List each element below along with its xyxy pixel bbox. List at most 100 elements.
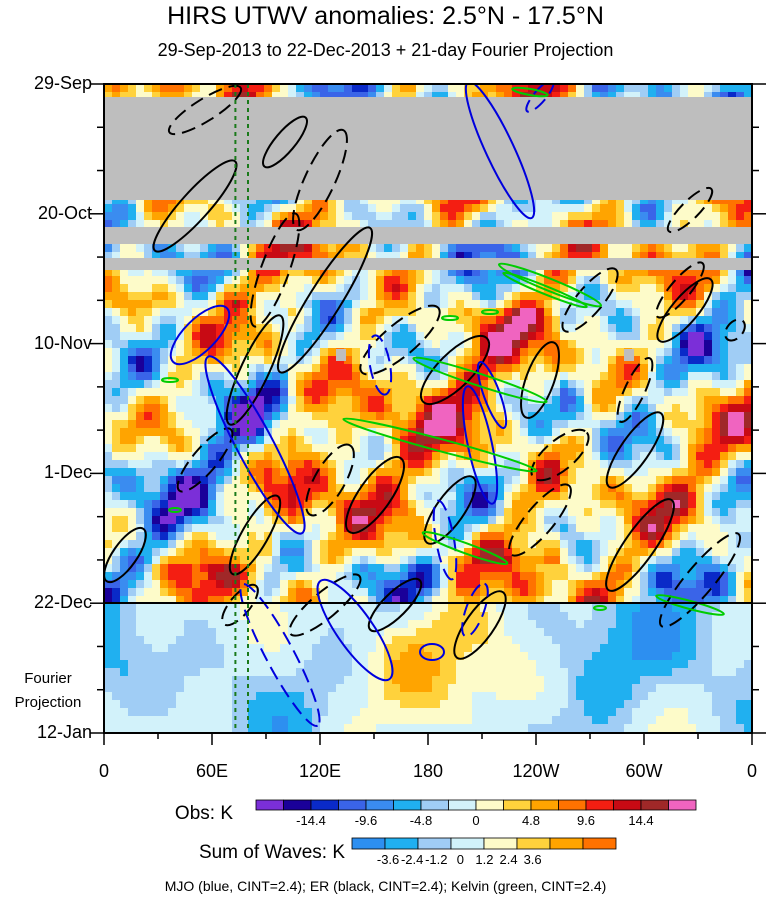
field-cell bbox=[640, 428, 649, 437]
field-cell bbox=[352, 92, 361, 101]
field-cell bbox=[392, 436, 401, 445]
field-cell bbox=[512, 508, 521, 517]
field-cell bbox=[432, 196, 441, 205]
field-cell bbox=[544, 348, 553, 357]
field-cell bbox=[192, 268, 201, 277]
field-cell bbox=[592, 316, 601, 325]
field-cell bbox=[296, 492, 305, 501]
field-cell bbox=[296, 540, 305, 549]
field-cell bbox=[280, 300, 289, 309]
field-cell bbox=[592, 292, 601, 301]
field-cell bbox=[448, 508, 457, 517]
field-cell bbox=[744, 404, 752, 413]
field-cell bbox=[488, 476, 497, 485]
field-cell bbox=[728, 316, 737, 325]
field-cell bbox=[672, 204, 681, 213]
field-cell bbox=[592, 364, 601, 373]
field-cell bbox=[176, 300, 185, 309]
field-cell bbox=[624, 284, 633, 293]
field-cell bbox=[400, 572, 409, 581]
field-cell bbox=[400, 404, 409, 413]
field-cell bbox=[400, 508, 409, 517]
field-cell bbox=[744, 292, 752, 301]
field-cell bbox=[352, 548, 361, 557]
field-cell bbox=[176, 276, 185, 285]
field-cell bbox=[240, 364, 249, 373]
field-cell bbox=[272, 532, 281, 541]
field-cell bbox=[176, 460, 185, 469]
field-cell bbox=[720, 268, 729, 277]
field-cell bbox=[448, 476, 457, 485]
field-cell bbox=[560, 348, 569, 357]
field-cell bbox=[432, 316, 441, 325]
field-cell bbox=[168, 348, 177, 357]
field-cell bbox=[176, 404, 185, 413]
field-cell bbox=[192, 364, 201, 373]
field-cell bbox=[728, 516, 737, 525]
field-cell bbox=[152, 276, 161, 285]
field-cell bbox=[528, 292, 537, 301]
field-cell bbox=[176, 212, 185, 221]
field-cell bbox=[472, 420, 481, 429]
field-cell bbox=[128, 308, 137, 317]
field-cell bbox=[568, 460, 577, 469]
field-cell bbox=[696, 476, 705, 485]
field-cell bbox=[376, 524, 385, 533]
field-cell bbox=[152, 428, 161, 437]
field-cell bbox=[568, 196, 577, 205]
field-cell bbox=[624, 380, 633, 389]
field-cell bbox=[720, 548, 729, 557]
field-cell bbox=[704, 532, 713, 541]
field-cell bbox=[312, 324, 321, 333]
field-cell bbox=[624, 452, 633, 461]
field-cell bbox=[656, 332, 665, 341]
field-cell bbox=[608, 220, 617, 229]
field-cell bbox=[568, 484, 577, 493]
field-cell bbox=[264, 204, 273, 213]
field-cell bbox=[544, 548, 553, 557]
field-cell bbox=[224, 564, 233, 573]
field-cell bbox=[736, 356, 745, 365]
field-cell bbox=[440, 380, 449, 389]
field-cell bbox=[704, 388, 713, 397]
field-cell bbox=[152, 364, 161, 373]
field-cell bbox=[152, 460, 161, 469]
field-cell bbox=[640, 212, 649, 221]
field-cell bbox=[728, 564, 737, 573]
field-cell bbox=[520, 484, 529, 493]
field-cell bbox=[664, 340, 673, 349]
field-cell bbox=[144, 396, 153, 405]
field-cell bbox=[200, 276, 209, 285]
field-cell bbox=[104, 356, 113, 365]
field-cell bbox=[552, 404, 561, 413]
field-cell bbox=[304, 532, 313, 541]
field-cell bbox=[672, 340, 681, 349]
field-cell bbox=[544, 572, 553, 581]
field-cell bbox=[736, 308, 745, 317]
field-cell bbox=[224, 356, 233, 365]
field-cell bbox=[624, 420, 633, 429]
field-cell bbox=[504, 340, 513, 349]
field-cell bbox=[464, 524, 473, 533]
field-cell bbox=[336, 340, 345, 349]
field-cell bbox=[592, 284, 601, 293]
field-cell bbox=[272, 572, 281, 581]
field-cell bbox=[240, 516, 249, 525]
field-cell bbox=[576, 540, 585, 549]
field-cell bbox=[344, 452, 353, 461]
field-cell bbox=[408, 540, 417, 549]
field-cell bbox=[160, 508, 169, 517]
field-cell bbox=[320, 364, 329, 373]
field-cell bbox=[680, 92, 689, 101]
field-cell bbox=[272, 284, 281, 293]
field-cell bbox=[176, 308, 185, 317]
field-cell bbox=[448, 92, 457, 101]
field-cell bbox=[264, 460, 273, 469]
field-cell bbox=[136, 220, 145, 229]
field-cell bbox=[128, 436, 137, 445]
field-cell bbox=[224, 284, 233, 293]
field-cell bbox=[336, 516, 345, 525]
field-cell bbox=[336, 468, 345, 477]
field-cell bbox=[112, 332, 121, 341]
field-cell bbox=[320, 356, 329, 365]
